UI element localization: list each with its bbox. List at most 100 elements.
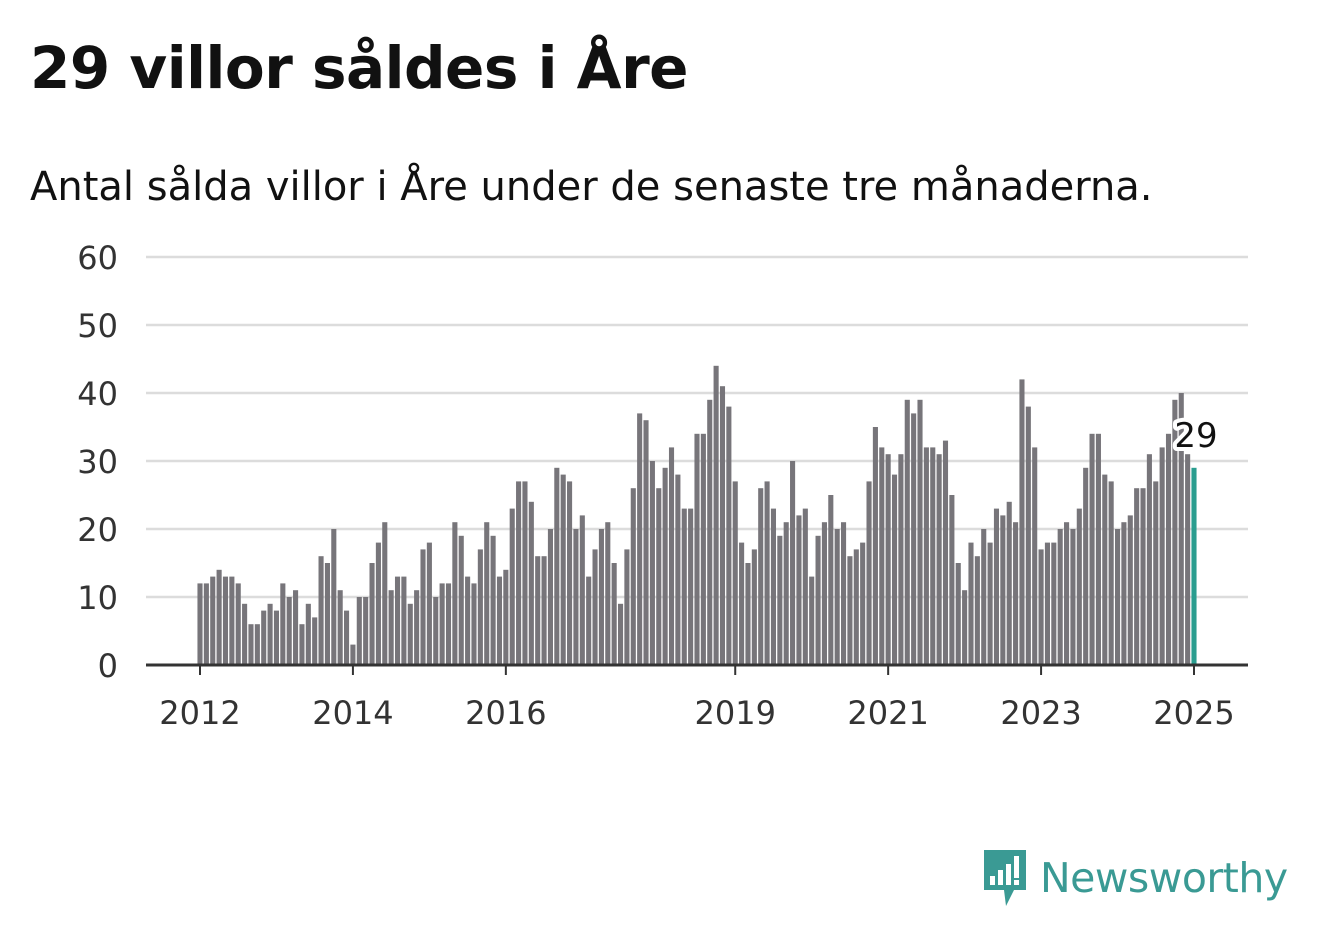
- bar: [821, 522, 827, 665]
- bar: [911, 413, 917, 665]
- bar: [293, 590, 299, 665]
- bar: [516, 481, 522, 665]
- bar: [503, 569, 509, 665]
- bar: [433, 597, 439, 665]
- y-tick-label: 60: [77, 239, 118, 277]
- bar: [1185, 454, 1191, 665]
- bar: [1038, 549, 1044, 665]
- chart-subtitle: Antal sålda villor i Åre under de senast…: [30, 164, 1153, 210]
- bar: [254, 624, 260, 665]
- bar: [554, 467, 560, 665]
- bar: [363, 597, 369, 665]
- bar: [751, 549, 757, 665]
- bar: [1127, 515, 1133, 665]
- bar: [1025, 406, 1031, 665]
- bar: [987, 542, 993, 665]
- bar: [337, 590, 343, 665]
- bar: [522, 481, 528, 665]
- bar: [197, 583, 203, 665]
- bar: [758, 488, 764, 665]
- bar: [490, 535, 496, 665]
- bar: [834, 529, 840, 665]
- newsworthy-logo-icon: [984, 850, 1026, 906]
- bar: [1089, 433, 1095, 665]
- bar: [668, 447, 675, 665]
- bar: [713, 365, 719, 665]
- bar: [1102, 474, 1108, 665]
- bar: [567, 481, 573, 665]
- bar: [891, 474, 898, 665]
- bar: [962, 590, 968, 665]
- bar: [885, 454, 891, 665]
- bar: [1051, 542, 1057, 665]
- y-tick-label: 50: [77, 307, 118, 345]
- y-tick-label: 20: [77, 511, 118, 549]
- bar: [681, 508, 687, 665]
- bar: [401, 576, 407, 665]
- bar: [872, 427, 878, 665]
- bar: [560, 474, 566, 665]
- bar: [777, 535, 783, 665]
- bar: [866, 481, 872, 665]
- bar: [439, 583, 445, 665]
- bar: [930, 447, 936, 665]
- bar: [579, 515, 585, 665]
- bar: [841, 522, 847, 665]
- newsworthy-logo: Newsworthy: [980, 848, 1288, 908]
- bar: [267, 603, 273, 665]
- bar: [968, 542, 974, 665]
- bar: [1121, 522, 1127, 665]
- y-tick-label: 30: [77, 443, 118, 481]
- bar: [917, 399, 923, 665]
- bar: [541, 556, 547, 665]
- bar: [1178, 393, 1184, 665]
- bar: [248, 624, 254, 665]
- bar: [484, 522, 490, 665]
- bar: [210, 576, 216, 665]
- bar: [305, 603, 311, 665]
- bar: [630, 488, 636, 665]
- bar: [770, 508, 777, 665]
- bar: [726, 406, 732, 665]
- bar: [452, 522, 458, 665]
- bar: [229, 576, 235, 665]
- bar: [649, 461, 655, 665]
- bar: [324, 563, 330, 665]
- bar: [356, 597, 362, 665]
- bar: [688, 508, 694, 665]
- bar: [611, 563, 617, 665]
- bar: [235, 583, 241, 665]
- bar: [694, 433, 700, 665]
- bar: [598, 529, 604, 665]
- bar: [1095, 433, 1101, 665]
- bar: [1153, 481, 1159, 665]
- bar: [853, 549, 859, 665]
- bar: [222, 576, 229, 665]
- bar: [528, 501, 534, 665]
- brand-name: Newsworthy: [1040, 854, 1288, 902]
- bar: [643, 420, 649, 665]
- bar: [993, 508, 1000, 665]
- bar: [350, 644, 356, 665]
- bar: [471, 583, 477, 665]
- bar: [675, 474, 681, 665]
- chart-title: 29 villor såldes i Åre: [30, 34, 689, 102]
- bar: [828, 495, 834, 665]
- bar: [1083, 467, 1089, 665]
- bar: [1064, 522, 1070, 665]
- bar: [299, 624, 305, 665]
- bar: [331, 529, 337, 665]
- bar: [1032, 447, 1038, 665]
- bar: [783, 522, 789, 665]
- bar: [203, 583, 209, 665]
- bar: [637, 413, 643, 665]
- bar: [573, 529, 579, 665]
- bar: [790, 461, 796, 665]
- bar: [898, 454, 904, 665]
- bar: [860, 542, 866, 665]
- bar: [719, 386, 726, 665]
- bar: [732, 481, 738, 665]
- bar: [344, 610, 350, 665]
- bar: [764, 481, 770, 665]
